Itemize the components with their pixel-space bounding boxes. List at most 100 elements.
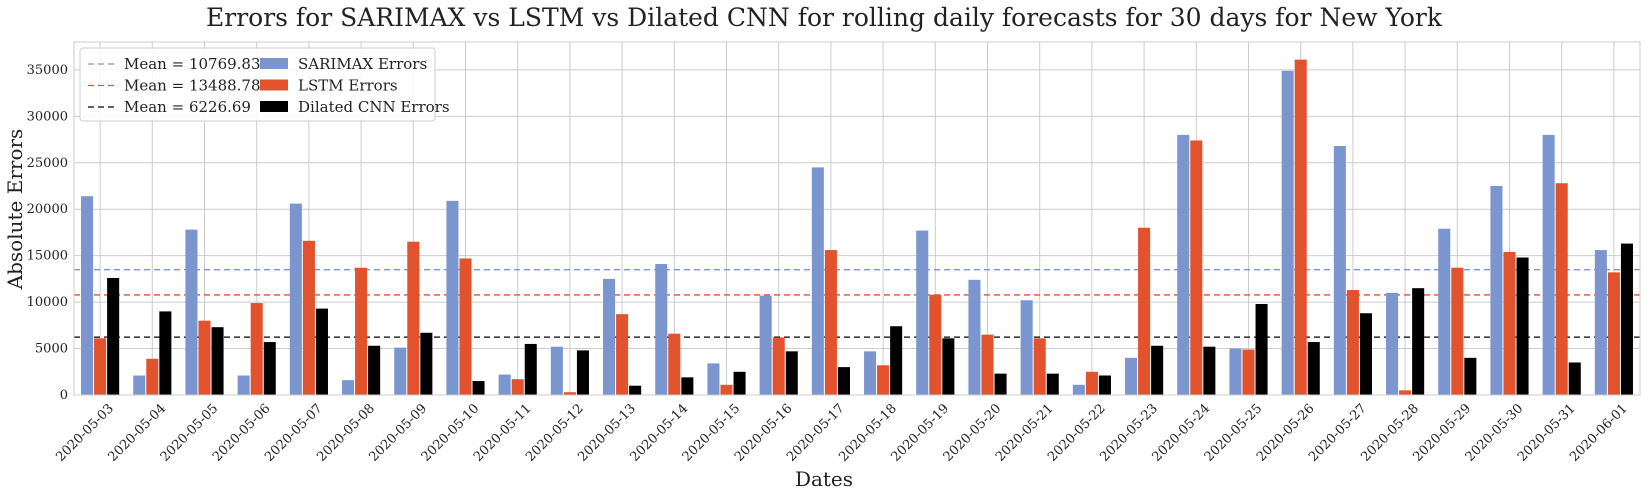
bar-sarimax [237,375,250,395]
bar-sarimax [968,279,981,395]
bar-lstm [772,337,785,395]
bar-lstm [459,258,472,395]
bar-lstm [1294,59,1307,396]
bar-lstm [1503,251,1516,395]
bar-lstm [1242,349,1255,395]
bar-dilated-cnn [785,351,798,395]
legend-series-swatch [260,101,288,112]
bar-dilated-cnn [315,308,328,395]
bar-dilated-cnn [1359,313,1372,395]
legend-series-label: Dilated CNN Errors [298,98,450,116]
bar-lstm [198,320,211,395]
y-tick-label: 15000 [27,249,68,264]
y-tick-label: 35000 [27,63,68,78]
bar-dilated-cnn [159,311,172,395]
bar-sarimax [759,295,772,395]
legend-mean-label: Mean = 10769.83 [124,55,261,73]
mean-lines [74,269,1640,338]
bar-dilated-cnn [994,373,1007,395]
bar-dilated-cnn [1464,357,1477,395]
bar-lstm [1399,390,1412,395]
bar-dilated-cnn [1255,303,1268,395]
bar-sarimax [1594,250,1607,395]
bar-lstm [877,365,890,395]
bar-dilated-cnn [1620,243,1633,395]
bar-lstm [720,384,733,395]
bar-sarimax [133,375,146,395]
bar-lstm [563,392,576,395]
y-ticks: 0 5000 10000 15000 20000 25000 30000 35000 [27,63,68,403]
bar-lstm [616,314,629,395]
bar-dilated-cnn [1046,373,1059,395]
bar-sarimax [707,363,720,395]
bar-dilated-cnn [368,345,381,395]
bar-sarimax [916,230,929,395]
bar-sarimax [1490,185,1503,395]
bar-sarimax [1542,134,1555,396]
bar-lstm [668,333,681,395]
bar-lstm [355,267,368,395]
x-axis-label: Dates [795,467,853,491]
bar-lstm [302,240,315,395]
legend-mean-label: Mean = 6226.69 [124,98,251,116]
bar-dilated-cnn [942,338,955,395]
bar-lstm [929,294,942,395]
bar-sarimax [81,196,94,395]
bar-sarimax [550,346,563,395]
bar-dilated-cnn [1516,257,1529,395]
bar-sarimax [394,347,407,395]
bar-sarimax [342,380,355,395]
bar-sarimax [655,264,668,395]
bar-dilated-cnn [890,326,903,395]
bar-sarimax [1177,134,1190,396]
bar-dilated-cnn [1307,342,1320,395]
bar-dilated-cnn [1098,375,1111,395]
bar-lstm [146,358,159,395]
bar-lstm [407,241,420,395]
bar-dilated-cnn [1151,345,1164,395]
bar-dilated-cnn [107,277,120,395]
bar-lstm [1033,338,1046,395]
legend-box [79,47,436,122]
bar-dilated-cnn [472,381,485,395]
bar-dilated-cnn [733,371,746,395]
legend-series-swatch [260,79,288,91]
x-ticks: 2020-05-032020-05-042020-05-052020-05-06… [53,401,1630,465]
legend: Mean = 10769.83 Mean = 13488.78 Mean = 622… [79,47,450,122]
bar-lstm [1451,267,1464,395]
bar-lstm [250,303,263,395]
y-tick-label: 0 [60,388,68,403]
bar-lstm [1138,227,1151,395]
bar-dilated-cnn [211,327,224,395]
bar-lstm [981,334,994,395]
bar-sarimax [1281,70,1294,396]
bar-lstm [94,338,107,395]
bar-lstm [1190,140,1203,395]
legend-mean-label: Mean = 13488.78 [124,77,261,95]
legend-series-label: SARIMAX Errors [298,55,427,73]
bar-dilated-cnn [681,377,694,395]
bar-dilated-cnn [1412,288,1425,395]
bar-sarimax [1020,300,1033,395]
bar-sarimax [603,278,616,395]
bar-sarimax [289,203,302,395]
y-axis-label: Absolute Errors [3,129,27,291]
bars [81,59,1633,396]
bar-sarimax [446,200,459,395]
bar-sarimax [1438,228,1451,395]
legend-series-label: LSTM Errors [298,77,398,95]
y-tick-label: 20000 [27,202,68,217]
bar-lstm [1607,272,1620,395]
bar-dilated-cnn [263,342,276,395]
bar-sarimax [811,167,824,395]
bar-sarimax [1229,348,1242,395]
bar-dilated-cnn [629,385,642,395]
bar-lstm [1085,371,1098,395]
plot-frame [73,41,1641,396]
bar-dilated-cnn [524,343,537,395]
bar-dilated-cnn [420,332,433,395]
bar-dilated-cnn [1203,346,1216,395]
bar-sarimax [1072,384,1085,395]
bar-dilated-cnn [576,350,589,395]
